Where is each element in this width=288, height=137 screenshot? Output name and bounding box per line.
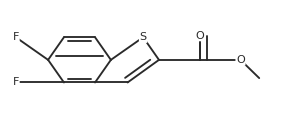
Text: O: O bbox=[236, 55, 245, 65]
Text: O: O bbox=[195, 31, 204, 41]
Text: F: F bbox=[13, 32, 19, 42]
Text: S: S bbox=[140, 32, 147, 42]
Text: F: F bbox=[13, 78, 19, 87]
